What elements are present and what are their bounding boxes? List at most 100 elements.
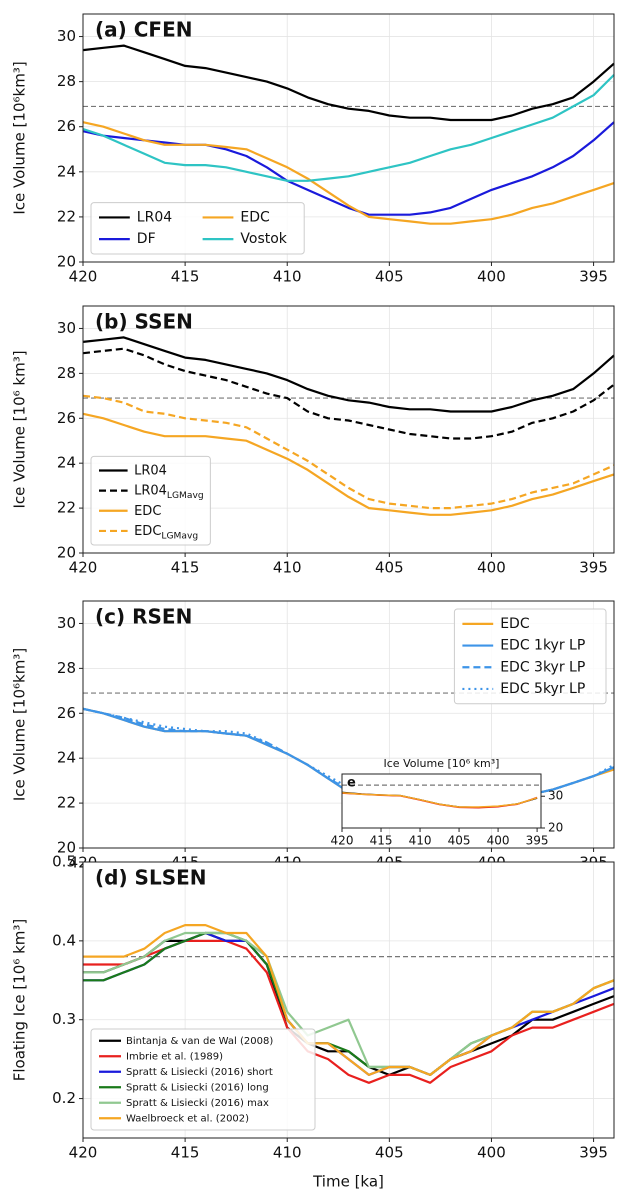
plot-frame — [82, 13, 615, 263]
legend-subscript: LGMavg — [161, 531, 198, 541]
x-tick-label: 410 — [273, 559, 302, 577]
legend-entry: Imbrie et al. (1989) — [126, 1051, 223, 1062]
y-tick-label: 20 — [57, 544, 76, 562]
legend-name: Spratt & Lisiecki (2016) long — [126, 1082, 269, 1093]
legend-entry: Bintanja & van de Wal (2008) — [126, 1036, 273, 1047]
y-tick-label: 24 — [57, 749, 76, 767]
series-line — [82, 336, 615, 413]
panel-title: (c) RSEN — [95, 605, 192, 629]
series-line — [82, 121, 615, 225]
y-tick-label: 30 — [548, 789, 563, 803]
legend-name: Bintanja & van de Wal (2008) — [126, 1036, 273, 1047]
legend-entry: Spratt & Lisiecki (2016) max — [126, 1098, 269, 1109]
series-line — [82, 44, 615, 122]
y-tick-label: 24 — [57, 454, 76, 472]
y-tick-label: 30 — [57, 27, 76, 45]
series-line — [341, 791, 538, 808]
legend-entry: Vostok — [240, 231, 287, 247]
plot-frame — [82, 861, 615, 1139]
series-line — [82, 347, 615, 440]
x-tick-label: 395 — [579, 559, 608, 577]
y-tick-label: 28 — [57, 659, 76, 677]
legend-name: EDC 5kyr LP — [500, 681, 585, 697]
series-line — [83, 924, 615, 1076]
y-axis-label: Ice Volume [10⁶ km³] — [11, 350, 29, 508]
x-tick-label: 410 — [273, 268, 302, 286]
y-tick-label: 24 — [57, 162, 76, 180]
x-tick-label: 410 — [273, 1144, 302, 1162]
y-axis-label: Floating Ice [10⁶ km³] — [11, 919, 29, 1082]
x-tick-label: 415 — [171, 268, 200, 286]
series-line — [82, 121, 615, 216]
y-tick-label: 0.4 — [52, 931, 76, 949]
y-tick-label: 22 — [57, 499, 76, 517]
plot-area — [342, 774, 541, 828]
legend-subscript: LGMavg — [167, 491, 204, 501]
x-tick-label: 400 — [477, 268, 506, 286]
legend-name: Waelbroeck et al. (2002) — [126, 1113, 249, 1124]
legend-entry: EDC — [134, 503, 161, 518]
y-tick-label: 28 — [57, 364, 76, 382]
x-tick-label: 410 — [409, 834, 432, 848]
y-tick-label: 26 — [57, 704, 76, 722]
legend-entry: Waelbroeck et al. (2002) — [126, 1113, 249, 1124]
legend-name: Vostok — [240, 231, 287, 247]
y-tick-label: 22 — [57, 207, 76, 225]
legend-name: EDC — [240, 209, 270, 225]
y-tick-label: 28 — [57, 72, 76, 90]
x-tick-label: 415 — [370, 834, 393, 848]
x-tick-label: 395 — [579, 1144, 608, 1162]
legend-name: LR04 — [134, 463, 167, 478]
legend-entry: EDCLGMavg — [134, 523, 198, 541]
legend-entry: EDC — [500, 616, 530, 632]
x-tick-label: 405 — [375, 559, 404, 577]
x-tick-label: 420 — [331, 834, 354, 848]
x-tick-label: 395 — [526, 834, 549, 848]
x-tick-label: 420 — [69, 559, 98, 577]
x-tick-label: 405 — [375, 1144, 404, 1162]
y-axis-label: Ice Volume [10⁶km³] — [11, 648, 29, 801]
y-tick-label: 20 — [548, 821, 563, 835]
y-axis-label: Ice Volume [10⁶km³] — [11, 61, 29, 214]
legend-entry: EDC 1kyr LP — [500, 638, 585, 654]
series-line — [82, 74, 615, 182]
panel-title: (d) SLSEN — [95, 866, 207, 890]
legend-box — [90, 202, 305, 255]
legend-entry: LR04LGMavg — [134, 483, 204, 501]
y-tick-label: 20 — [57, 839, 76, 857]
legend-entry: Spratt & Lisiecki (2016) long — [126, 1082, 269, 1093]
plot-frame — [341, 773, 542, 829]
x-tick-label: 400 — [477, 559, 506, 577]
legend-name: EDC 3kyr LP — [500, 659, 585, 675]
legend-box — [90, 455, 211, 546]
x-tick-label: 405 — [448, 834, 471, 848]
legend-entry: EDC 3kyr LP — [500, 659, 585, 675]
y-tick-label: 26 — [57, 117, 76, 135]
legend-name: EDC — [134, 503, 161, 518]
x-axis-label: Time [ka] — [312, 1173, 384, 1191]
legend-name: Imbrie et al. (1989) — [126, 1051, 223, 1062]
legend-box — [90, 1028, 316, 1131]
legend-name: EDC 1kyr LP — [500, 638, 585, 654]
plot-frame — [82, 600, 615, 849]
legend-name: LR04 — [134, 483, 167, 498]
y-tick-label: 26 — [57, 409, 76, 427]
inset-label: e — [347, 776, 356, 791]
panel-title: (b) SSEN — [95, 310, 193, 334]
x-tick-label: 420 — [69, 1144, 98, 1162]
legend-name: EDC — [500, 616, 530, 632]
inset-title: Ice Volume [10⁶ km³] — [384, 757, 500, 770]
y-tick-label: 30 — [57, 319, 76, 337]
legend-name: DF — [137, 231, 156, 247]
series-line — [82, 412, 615, 516]
y-tick-label: 22 — [57, 794, 76, 812]
legend-entry: EDC 5kyr LP — [500, 681, 585, 697]
legend-name: LR04 — [137, 209, 172, 225]
x-tick-label: 415 — [171, 1144, 200, 1162]
x-tick-label: 400 — [487, 834, 510, 848]
legend-name: Spratt & Lisiecki (2016) short — [126, 1067, 273, 1078]
plot-frame — [82, 305, 615, 554]
x-tick-label: 395 — [579, 268, 608, 286]
series-line — [82, 394, 615, 510]
